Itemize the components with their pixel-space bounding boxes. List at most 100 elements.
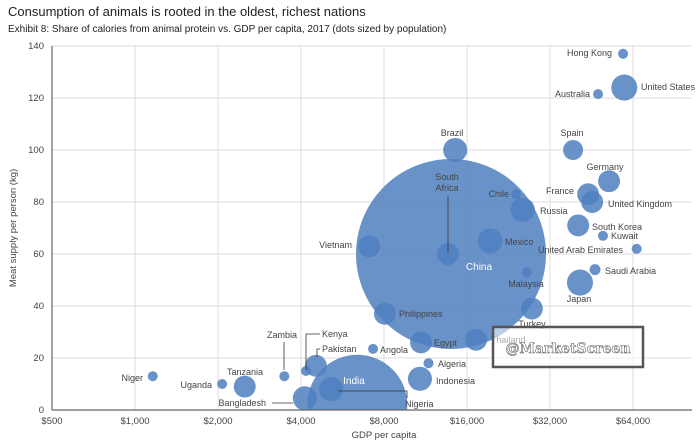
x-tick-label: $2,000: [203, 416, 232, 427]
point-label: United States: [641, 82, 696, 92]
bubble-philippines: [373, 302, 396, 325]
bubble-thailand: [465, 328, 487, 351]
point-label: Pakistan: [322, 344, 357, 354]
page-title: Consumption of animals is rooted in the …: [8, 4, 366, 19]
point-label: Philippines: [399, 309, 443, 319]
bubble-united-kingdom: [581, 191, 604, 213]
bubble-algeria: [423, 358, 434, 369]
point-label: Spain: [560, 128, 583, 138]
point-label: Tanzania: [227, 367, 263, 377]
axes: $500 $1,000 $2,000 $4,000 $8,000 $16,000 $32,0…: [28, 41, 692, 427]
point-label: Zambia: [267, 330, 297, 340]
y-tick-label: 20: [33, 353, 44, 364]
bubble-united-states: [611, 74, 638, 101]
y-tick-label: 120: [28, 93, 44, 104]
point-label: Bangladesh: [218, 398, 266, 408]
y-axis-label: Meat supply per person (kg): [8, 169, 19, 287]
point-label-line: South: [435, 172, 459, 182]
bubble-brazil: [443, 137, 468, 163]
point-label: Saudi Arabia: [605, 266, 656, 276]
chart-subtitle: Exhibit 8: Share of calories from animal…: [8, 24, 447, 35]
bubble-south-africa: [437, 243, 459, 265]
y-tick-label: 140: [28, 41, 44, 52]
bubble-kuwait: [597, 230, 608, 241]
x-tick-label: $1,000: [120, 416, 149, 427]
y-tick-label: 0: [39, 405, 44, 416]
y-tick-label: 60: [33, 249, 44, 260]
watermark-text: @MarketScreen: [505, 341, 630, 357]
point-label: South Korea: [592, 222, 642, 232]
bubble-zambia: [279, 371, 290, 382]
bubble-australia: [593, 89, 604, 100]
x-tick-label: $32,000: [533, 416, 567, 427]
point-label: Kenya: [322, 329, 348, 339]
bubble-kenya: [300, 366, 311, 376]
point-label: Mexico: [505, 237, 534, 247]
point-label: Algeria: [438, 359, 466, 369]
bubble-tanzania: [233, 375, 256, 398]
bubble-saudi-arabia: [589, 264, 601, 276]
bubble-germany: [598, 170, 621, 193]
x-tick-label: $16,000: [450, 416, 484, 427]
bubble-japan: [566, 269, 594, 296]
bubble-turkey: [520, 297, 543, 320]
point-label: Egypt: [434, 338, 458, 348]
point-label-line: Africa: [435, 183, 458, 193]
y-tick-label: 80: [33, 197, 44, 208]
bubble-uganda: [217, 379, 228, 389]
x-axis-label: GDP per capita: [352, 430, 417, 441]
y-tick-label: 40: [33, 301, 44, 312]
point-label: Niger: [121, 373, 143, 383]
point-label: United Arab Emirates: [538, 245, 624, 255]
point-label: Malaysia: [508, 279, 544, 289]
x-tick-label: $8,000: [369, 416, 398, 427]
bubble-chile: [511, 189, 522, 200]
bubble-niger: [147, 371, 158, 382]
bubble-nigeria: [318, 377, 344, 402]
bubbles: [147, 48, 642, 410]
x-tick-label: $64,000: [616, 416, 650, 427]
point-label: Nigeria: [405, 399, 434, 409]
watermark: @MarketScreen: [491, 325, 645, 369]
y-tick-label: 100: [28, 145, 44, 156]
bubble-egypt: [410, 331, 432, 354]
point-label: Chile: [488, 189, 509, 199]
point-label: Japan: [567, 294, 592, 304]
bubble-angola: [368, 343, 379, 354]
leader-line: [305, 333, 320, 370]
leader-line: [338, 390, 408, 398]
bubble-united-arab-emirates: [631, 243, 642, 254]
bubble-hong-kong: [618, 48, 629, 59]
point-label: South Africa: [435, 172, 459, 193]
point-label: Hong Kong: [567, 48, 612, 58]
bubble-bangladesh: [292, 386, 317, 410]
bubble-russia: [510, 197, 535, 222]
point-label: China: [466, 262, 493, 273]
point-label: Brazil: [441, 128, 464, 138]
x-tick-label: $500: [41, 416, 62, 427]
point-label: Russia: [540, 206, 568, 216]
point-label: Kuwait: [611, 231, 639, 241]
point-labels: Hong Kong United States Australia Spain Braz…: [121, 48, 695, 409]
bubble-spain: [563, 140, 584, 160]
point-label: France: [546, 186, 574, 196]
point-label: Germany: [586, 162, 624, 172]
bubble-malaysia: [521, 267, 532, 278]
point-label: Indonesia: [436, 376, 475, 386]
leader-lines: [272, 196, 449, 404]
bubble-mexico: [477, 228, 503, 254]
bubble-indonesia: [407, 366, 432, 391]
point-label: India: [343, 376, 365, 387]
point-label: Uganda: [180, 380, 212, 390]
leader-line: [316, 348, 320, 357]
watermark-box: [491, 325, 645, 369]
x-tick-label: $4,000: [286, 416, 315, 427]
bubble-south-korea: [567, 214, 590, 237]
point-label: Australia: [555, 89, 590, 99]
point-label: Turkey: [518, 319, 546, 329]
bubble-vietnam: [358, 235, 381, 258]
point-label: Vietnam: [319, 240, 352, 250]
point-label: Angola: [380, 345, 408, 355]
